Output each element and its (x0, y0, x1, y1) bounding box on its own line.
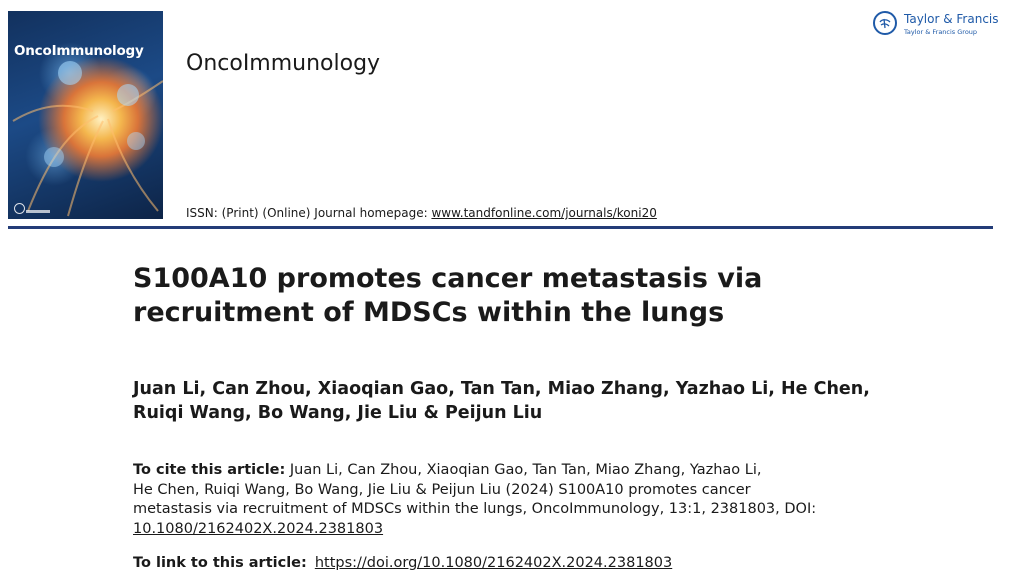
link-label: To link to this article: (133, 555, 307, 571)
citation-line-3: metastasis via recruitment of MDSCs with… (133, 501, 817, 517)
tf-logo-icon (873, 11, 897, 35)
citation-text-1: Juan Li, Can Zhou, Xiaoqian Gao, Tan Tan… (285, 462, 762, 478)
citation-line-1: To cite this article: Juan Li, Can Zhou,… (133, 461, 893, 481)
authors-line-1: Juan Li, Can Zhou, Xiaoqian Gao, Tan Tan… (133, 379, 870, 399)
citation-doi-link[interactable]: 10.1080/2162402X.2024.2381803 (133, 520, 384, 537)
cover-publisher-logo-icon (14, 203, 25, 214)
header-divider (8, 226, 993, 229)
cover-title: OncoImmunology (14, 43, 144, 59)
article-authors: Juan Li, Can Zhou, Xiaoqian Gao, Tan Tan… (133, 377, 893, 425)
cover-artwork (12, 61, 163, 217)
citation-line-2: He Chen, Ruiqi Wang, Bo Wang, Jie Liu & … (133, 481, 751, 498)
issn-line: ISSN: (Print) (Online) Journal homepage:… (186, 206, 657, 220)
article-title: S100A10 promotes cancer metastasis via r… (133, 262, 833, 330)
issn-text: ISSN: (Print) (Online) Journal homepage: (186, 206, 432, 220)
publisher-logo: Taylor & Francis Taylor & Francis Group (873, 11, 1003, 41)
journal-name: OncoImmunology (186, 51, 381, 76)
journal-cover-image: OncoImmunology (8, 11, 163, 219)
journal-homepage-link[interactable]: www.tandfonline.com/journals/koni20 (431, 206, 657, 220)
article-doi-url-link[interactable]: https://doi.org/10.1080/2162402X.2024.23… (314, 555, 673, 571)
publisher-group: Taylor & Francis Group (904, 28, 978, 36)
cover-publisher-mark (26, 210, 50, 213)
article-title-line-2: recruitment of MDSCs within the lungs (133, 297, 725, 328)
article-link-line: To link to this article: https://doi.org/… (133, 555, 672, 571)
citation-label: To cite this article: (133, 462, 286, 478)
article-title-line-1: S100A10 promotes cancer metastasis via (133, 263, 763, 294)
authors-line-2: Ruiqi Wang, Bo Wang, Jie Liu & Peijun Li… (133, 403, 543, 423)
citation-block: To cite this article: Juan Li, Can Zhou,… (133, 461, 893, 539)
publisher-name: Taylor & Francis (904, 12, 999, 26)
